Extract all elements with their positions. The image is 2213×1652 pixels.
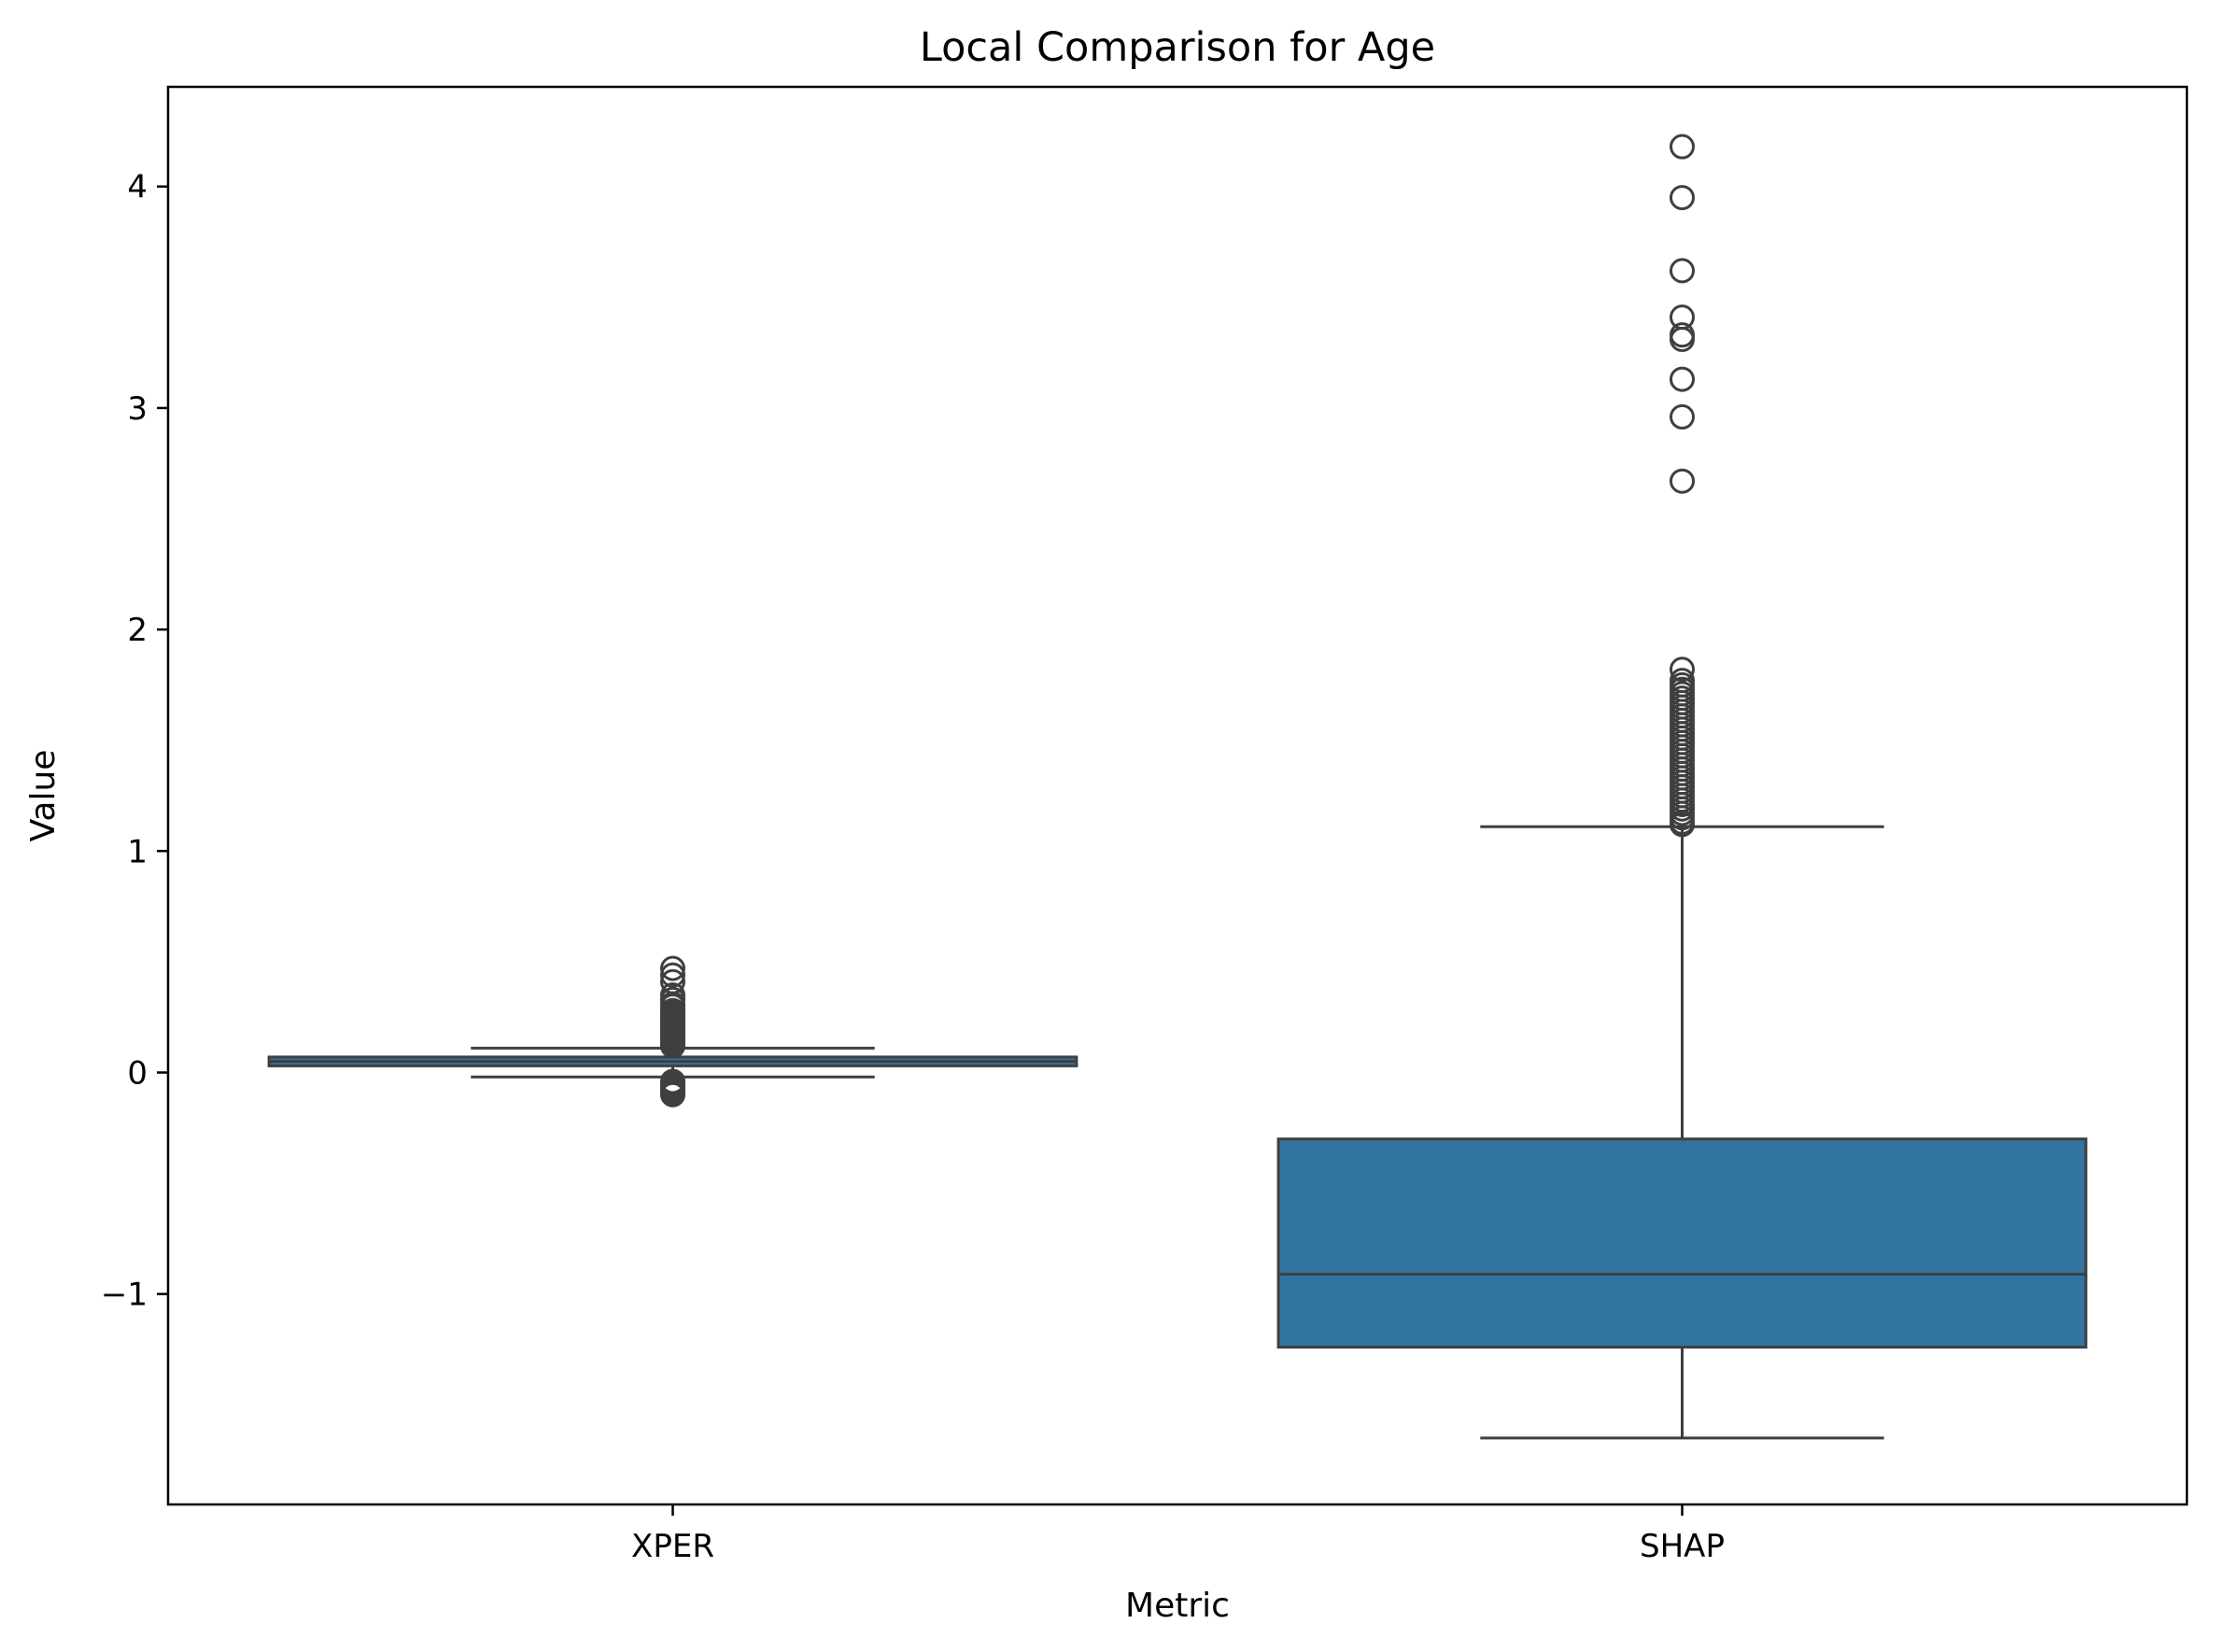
x-tick-label: XPER	[631, 1528, 714, 1565]
x-axis-label: Metric	[1125, 1587, 1230, 1625]
xper-outlier-point	[660, 962, 685, 988]
shap-outlier-point	[1670, 326, 1695, 352]
plot-area	[267, 134, 2088, 1440]
xper-outlier-point	[660, 955, 685, 981]
axes-frame	[166, 85, 2189, 1506]
y-axis-label: Value	[24, 750, 63, 842]
x-axis: XPER SHAP	[631, 1504, 1725, 1565]
y-tick-label: 0	[127, 1054, 148, 1092]
y-tick-label: 4	[127, 169, 148, 206]
y-tick-label: 3	[127, 390, 148, 428]
xper-box-group	[267, 955, 1078, 1108]
xper-outlier-point	[660, 1033, 685, 1059]
x-tick-label: SHAP	[1640, 1528, 1725, 1565]
y-tick-label: −1	[101, 1277, 148, 1314]
shap-outlier-point	[1670, 134, 1695, 160]
shap-outlier-point	[1670, 185, 1695, 211]
xper-outlier-point	[660, 1081, 685, 1108]
chart-title: Local Comparison for Age	[920, 24, 1435, 71]
y-tick-label: 1	[127, 833, 148, 870]
y-axis: −1 0 1 2 3 4	[101, 169, 168, 1314]
shap-outlier-point	[1670, 657, 1695, 683]
shap-outlier-point	[1670, 812, 1695, 838]
shap-outlier-point	[1670, 258, 1695, 284]
shap-box	[1276, 1137, 2088, 1349]
shap-outlier-point	[1670, 403, 1695, 430]
shap-outlier-point	[1670, 366, 1695, 392]
y-tick-label: 2	[127, 612, 148, 649]
shap-box-group	[1276, 134, 2088, 1440]
shap-outlier-point	[1670, 468, 1695, 494]
